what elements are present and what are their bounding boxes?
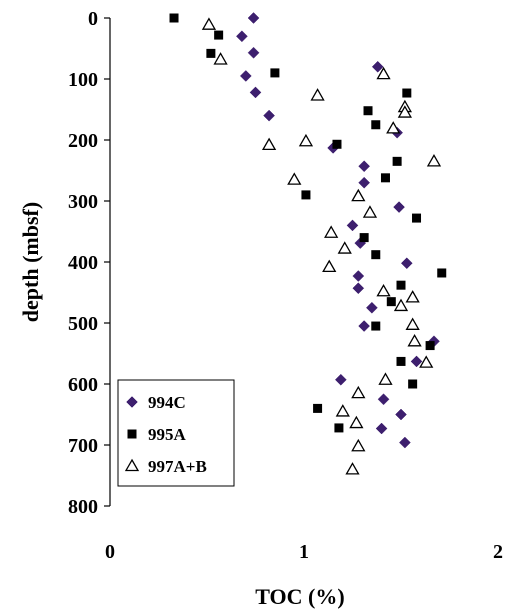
y-tick-label: 800 xyxy=(68,496,98,518)
data-point xyxy=(261,137,277,151)
data-point xyxy=(386,121,401,134)
data-point xyxy=(426,154,442,167)
data-point xyxy=(349,415,364,429)
data-point xyxy=(358,176,370,189)
data-point xyxy=(363,106,373,116)
data-point xyxy=(206,48,216,58)
legend-marker xyxy=(124,458,140,472)
y-tick-label: 100 xyxy=(68,69,98,91)
data-point xyxy=(335,373,347,386)
data-point xyxy=(393,201,405,213)
data-point xyxy=(313,403,323,413)
y-axis: 0 100 200 300 400 500 600 700 800 xyxy=(68,8,111,518)
data-point xyxy=(236,30,248,43)
data-point xyxy=(359,233,369,243)
series-triangle xyxy=(201,17,442,475)
data-point xyxy=(377,393,390,406)
data-point xyxy=(399,436,411,449)
data-point xyxy=(201,17,217,30)
data-point xyxy=(395,408,407,421)
data-point xyxy=(352,282,365,295)
data-point xyxy=(419,355,434,368)
legend-label: 994C xyxy=(148,393,186,412)
data-point xyxy=(351,385,366,399)
data-point xyxy=(358,320,370,332)
x-tick-label: 2 xyxy=(493,541,503,563)
data-point xyxy=(335,404,350,417)
y-tick-label: 200 xyxy=(68,130,98,152)
legend-marker xyxy=(127,429,137,439)
data-point xyxy=(310,88,325,101)
data-point xyxy=(425,341,435,351)
y-tick-label: 600 xyxy=(68,374,98,396)
data-point xyxy=(247,46,260,59)
data-point xyxy=(352,270,365,282)
data-point xyxy=(324,225,339,238)
data-point xyxy=(249,86,262,99)
x-axis: 0 1 2 xyxy=(105,541,503,563)
y-axis-title: depth (mbsf) xyxy=(18,202,43,322)
data-point xyxy=(358,160,370,173)
data-point xyxy=(397,105,413,118)
data-point xyxy=(366,301,378,314)
data-point xyxy=(376,283,391,297)
data-point xyxy=(337,241,352,254)
y-tick-label: 300 xyxy=(68,191,98,213)
data-point xyxy=(239,70,252,82)
data-point xyxy=(371,60,384,73)
data-point xyxy=(408,379,418,389)
data-point xyxy=(396,356,406,366)
data-point xyxy=(214,30,224,40)
data-point xyxy=(346,219,359,232)
data-point xyxy=(351,188,366,202)
data-point xyxy=(298,133,314,147)
data-point xyxy=(405,290,420,303)
data-point xyxy=(380,173,390,183)
legend-label: 997A+B xyxy=(148,457,207,476)
data-points xyxy=(169,12,447,475)
data-point xyxy=(402,88,412,98)
legend-label: 995A xyxy=(148,425,187,444)
y-tick-label: 0 xyxy=(88,8,98,30)
data-point xyxy=(410,355,423,368)
legend-marker xyxy=(126,396,138,408)
data-point xyxy=(332,139,342,149)
legend: 994C 995A 997A+B xyxy=(117,379,235,487)
data-point xyxy=(287,172,302,185)
data-point xyxy=(400,257,413,270)
x-tick-label: 0 xyxy=(105,541,115,563)
data-point xyxy=(393,298,409,312)
data-point xyxy=(371,321,381,331)
x-axis-title: TOC (%) xyxy=(255,584,344,609)
y-tick-label: 400 xyxy=(68,252,98,274)
data-point xyxy=(301,190,311,200)
data-point xyxy=(322,259,337,273)
data-point xyxy=(371,250,381,260)
data-point xyxy=(386,297,396,307)
data-point xyxy=(362,205,378,218)
data-point xyxy=(407,333,422,347)
data-point xyxy=(392,156,402,166)
data-point xyxy=(437,268,447,278)
data-point xyxy=(351,438,366,452)
data-point xyxy=(371,120,381,130)
data-point xyxy=(247,12,260,24)
data-point xyxy=(270,68,280,78)
series-square xyxy=(169,13,447,433)
data-point xyxy=(169,13,179,23)
data-point xyxy=(213,52,228,65)
data-point xyxy=(376,66,391,80)
x-tick-label: 1 xyxy=(299,541,309,563)
data-point xyxy=(263,109,275,122)
data-point xyxy=(405,317,420,330)
y-tick-label: 700 xyxy=(68,435,98,457)
data-point xyxy=(375,422,388,435)
data-point xyxy=(378,372,393,385)
y-tick-label: 500 xyxy=(68,313,98,335)
data-point xyxy=(412,213,422,223)
data-point xyxy=(396,280,406,290)
data-point xyxy=(345,462,360,475)
data-point xyxy=(334,423,344,433)
